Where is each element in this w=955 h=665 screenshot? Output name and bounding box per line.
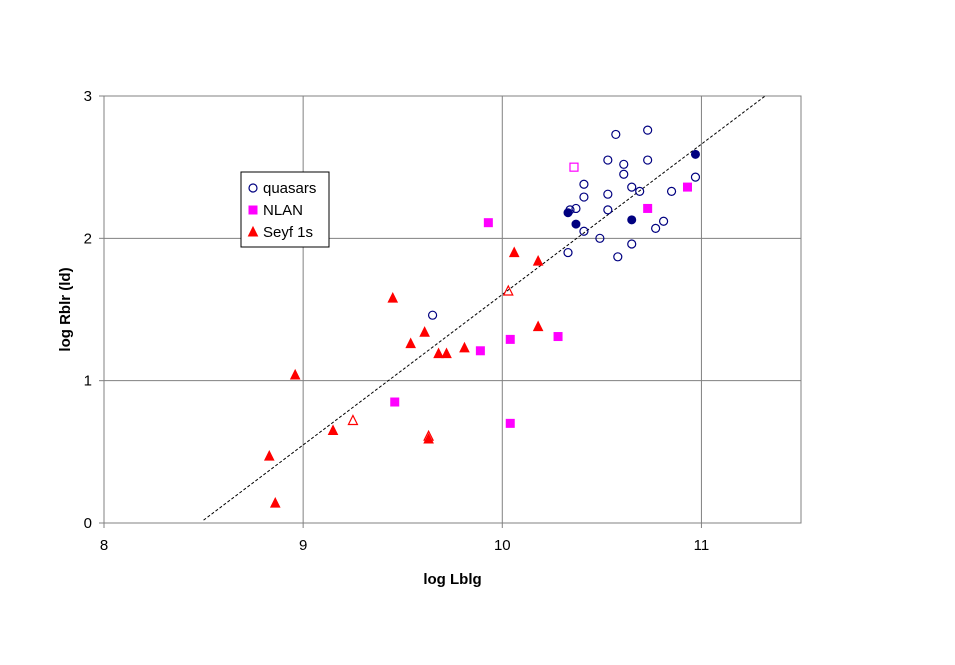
quasars-point: [571, 203, 581, 214]
y-axis: 0 1 2 3: [84, 88, 104, 532]
quasars-point: [603, 205, 613, 215]
seyf-1s-point: [441, 347, 452, 359]
data-points: [263, 125, 701, 508]
fit-line: [203, 95, 766, 521]
y-tick-label: 2: [84, 230, 92, 247]
x-tick-label: 9: [299, 537, 307, 554]
nlan-point: [643, 203, 653, 213]
quasars-point: [643, 125, 653, 135]
quasars-point: [627, 239, 637, 249]
seyf-1s-point: [327, 424, 339, 435]
x-tick-label: 8: [100, 537, 108, 554]
quasars-point: [595, 233, 605, 243]
seyf-1s-point: [405, 337, 416, 349]
nlan-point: [505, 418, 515, 428]
legend-quasars-marker: [248, 183, 258, 193]
nlan-point: [505, 334, 515, 344]
quasars-point: [579, 179, 589, 189]
seyf-1s-point: [508, 246, 520, 258]
quasars-point: [579, 226, 589, 236]
seyf-1s-point: [347, 414, 359, 426]
seyf-1s-point: [433, 347, 444, 359]
quasars-point: [603, 155, 613, 165]
quasars-point: [563, 247, 573, 258]
y-axis-title: log Rblr (ld): [57, 267, 74, 351]
quasars-point: [651, 223, 661, 233]
quasars-point: [613, 252, 623, 262]
quasars-point: [690, 149, 700, 159]
y-tick-label: 0: [84, 515, 92, 532]
legend-quasars-label: quasars: [263, 180, 316, 197]
quasars-point: [658, 216, 669, 226]
nlan-point: [553, 332, 563, 342]
seyf-1s-point: [423, 429, 435, 441]
seyf-1s-point: [419, 326, 430, 337]
grid-lines: [103, 95, 801, 524]
legend-nlan-label: NLAN: [263, 202, 303, 219]
quasars-point: [619, 159, 629, 169]
legend: quasars NLAN Seyf 1s: [240, 171, 330, 248]
quasars-point: [571, 219, 581, 229]
legend-seyf-label: Seyf 1s: [263, 224, 313, 241]
y-tick-label: 1: [84, 373, 92, 390]
seyf-1s-point: [387, 291, 399, 303]
legend-nlan-marker: [248, 205, 258, 215]
seyf-1s-point: [269, 496, 281, 508]
seyf-1s-point: [263, 449, 275, 461]
nlan-point: [682, 182, 692, 192]
quasars-point: [579, 192, 589, 202]
fit-line-group: [203, 95, 766, 521]
quasars-point: [619, 169, 629, 179]
x-tick-label: 10: [494, 537, 511, 554]
quasars-point: [603, 189, 613, 199]
quasars-point: [427, 310, 438, 320]
seyf-1s-point: [502, 284, 514, 296]
nlan-point: [569, 162, 579, 172]
quasars-point: [666, 186, 677, 196]
quasars-point: [635, 186, 645, 196]
nlan-point: [390, 397, 400, 407]
x-tick-label: 11: [694, 537, 710, 554]
seyf-1s-point: [459, 341, 470, 353]
quasars-point: [563, 208, 573, 218]
quasars-point: [643, 155, 653, 165]
seyf-1s-point: [289, 368, 301, 380]
x-axis-title: log Lblg: [423, 571, 481, 588]
plot-area: [103, 95, 802, 524]
seyf-1s-point: [532, 254, 544, 266]
nlan-point: [483, 218, 493, 228]
quasars-point: [690, 172, 701, 182]
quasars-point: [611, 129, 621, 140]
x-axis: 8 9 10 11: [100, 523, 709, 554]
quasars-point: [627, 215, 637, 225]
nlan-point: [475, 346, 485, 356]
quasars-point: [627, 182, 637, 192]
seyf-1s-point: [532, 320, 544, 332]
legend-seyf-marker: [247, 225, 259, 237]
y-tick-label: 3: [84, 88, 92, 105]
